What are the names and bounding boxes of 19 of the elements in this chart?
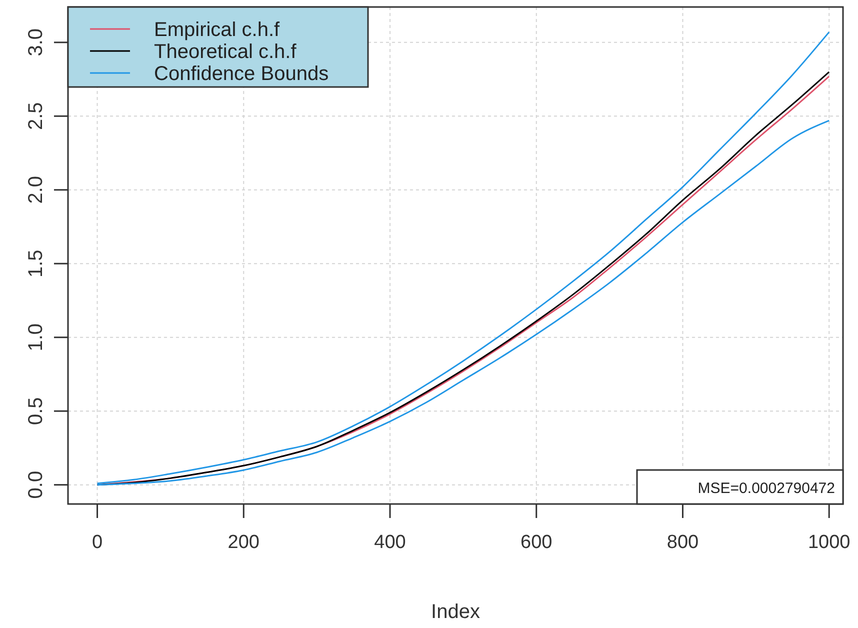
note-box: MSE=0.0002790472: [636, 469, 844, 505]
y-tick-label: 3.0: [25, 28, 47, 56]
x-tick-label: 400: [374, 532, 406, 553]
x-tick-label: 600: [520, 532, 552, 553]
y-tick-label: 0.0: [25, 470, 47, 499]
legend-label: Empirical c.h.f: [154, 19, 280, 41]
y-tick-label: 1.0: [25, 323, 47, 352]
y-tick-label: 0.5: [25, 397, 47, 425]
x-tick-label: 200: [228, 532, 260, 553]
legend-label: Theoretical c.h.f: [154, 41, 297, 63]
x-tick-label: 800: [666, 532, 699, 553]
x-tick-label: 0: [92, 532, 103, 553]
y-tick-label: 1.5: [25, 250, 47, 278]
x-axis-title: Index: [431, 601, 480, 623]
y-tick-label: 2.5: [25, 102, 47, 130]
x-tick-label: 1000: [808, 532, 850, 553]
legend-label: Confidence Bounds: [154, 63, 329, 85]
y-tick-label: 2.0: [25, 176, 47, 204]
annotation: MSE=0.0002790472: [698, 480, 835, 497]
